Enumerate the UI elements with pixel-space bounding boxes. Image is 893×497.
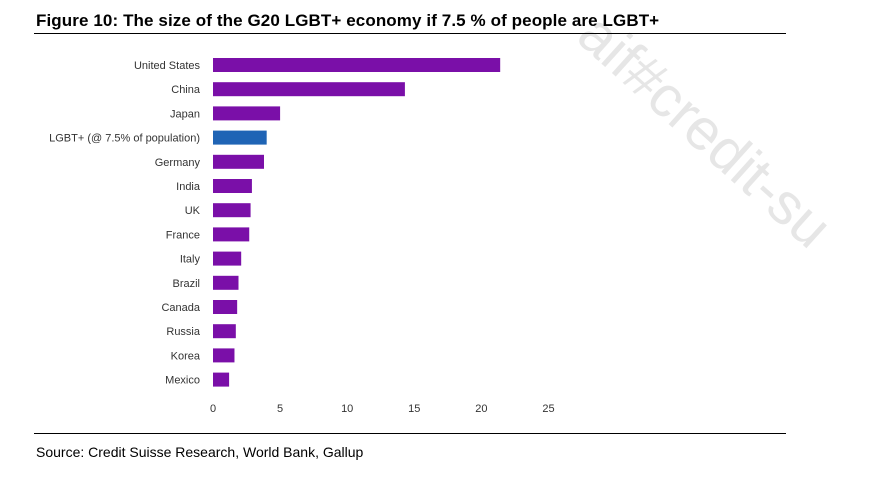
category-label: Korea — [171, 350, 201, 362]
bar-italy — [213, 251, 242, 266]
category-label: India — [176, 181, 201, 193]
bar-uk — [213, 203, 251, 218]
x-tick-label: 10 — [341, 403, 353, 415]
bar-brazil — [213, 275, 239, 290]
bars-group — [213, 58, 501, 387]
category-label: Russia — [166, 326, 201, 338]
x-tick-label: 0 — [210, 403, 216, 415]
category-labels: United States China Japan LGBT+ (@ 7.5% of … — [49, 60, 201, 387]
bar-russia — [213, 324, 236, 339]
bar-germany — [213, 154, 264, 169]
x-tick-label: 20 — [475, 403, 487, 415]
category-label: LGBT+ (@ 7.5% of population) — [49, 133, 200, 145]
bar-united-states — [213, 58, 501, 72]
bar-canada — [213, 300, 238, 314]
bottom-rule — [34, 433, 786, 434]
x-tick-label: 15 — [408, 403, 420, 415]
source-note: Source: Credit Suisse Research, World Ba… — [36, 444, 364, 460]
category-label: Brazil — [172, 278, 200, 290]
x-tick-labels: 0 5 10 15 20 25 — [210, 403, 555, 415]
category-label: China — [171, 84, 201, 96]
category-label: Italy — [180, 254, 201, 266]
category-label: Japan — [170, 108, 200, 120]
x-tick-label: 5 — [277, 403, 283, 415]
category-label: United States — [134, 60, 201, 72]
bar-china — [213, 82, 405, 97]
figure-title: Figure 10: The size of the G20 LGBT+ eco… — [36, 11, 660, 30]
category-label: UK — [185, 205, 201, 217]
category-label: France — [166, 229, 200, 241]
category-label: Canada — [161, 302, 200, 314]
bar-lgbt-7-5-of-population — [213, 130, 267, 145]
bar-japan — [213, 106, 281, 121]
category-label: Germany — [155, 157, 201, 169]
bar-india — [213, 179, 252, 193]
top-rule — [34, 33, 786, 34]
x-tick-label: 25 — [542, 403, 554, 415]
bar-korea — [213, 348, 235, 363]
category-label: Mexico — [165, 375, 200, 387]
bar-france — [213, 227, 250, 242]
bar-mexico — [213, 372, 230, 387]
